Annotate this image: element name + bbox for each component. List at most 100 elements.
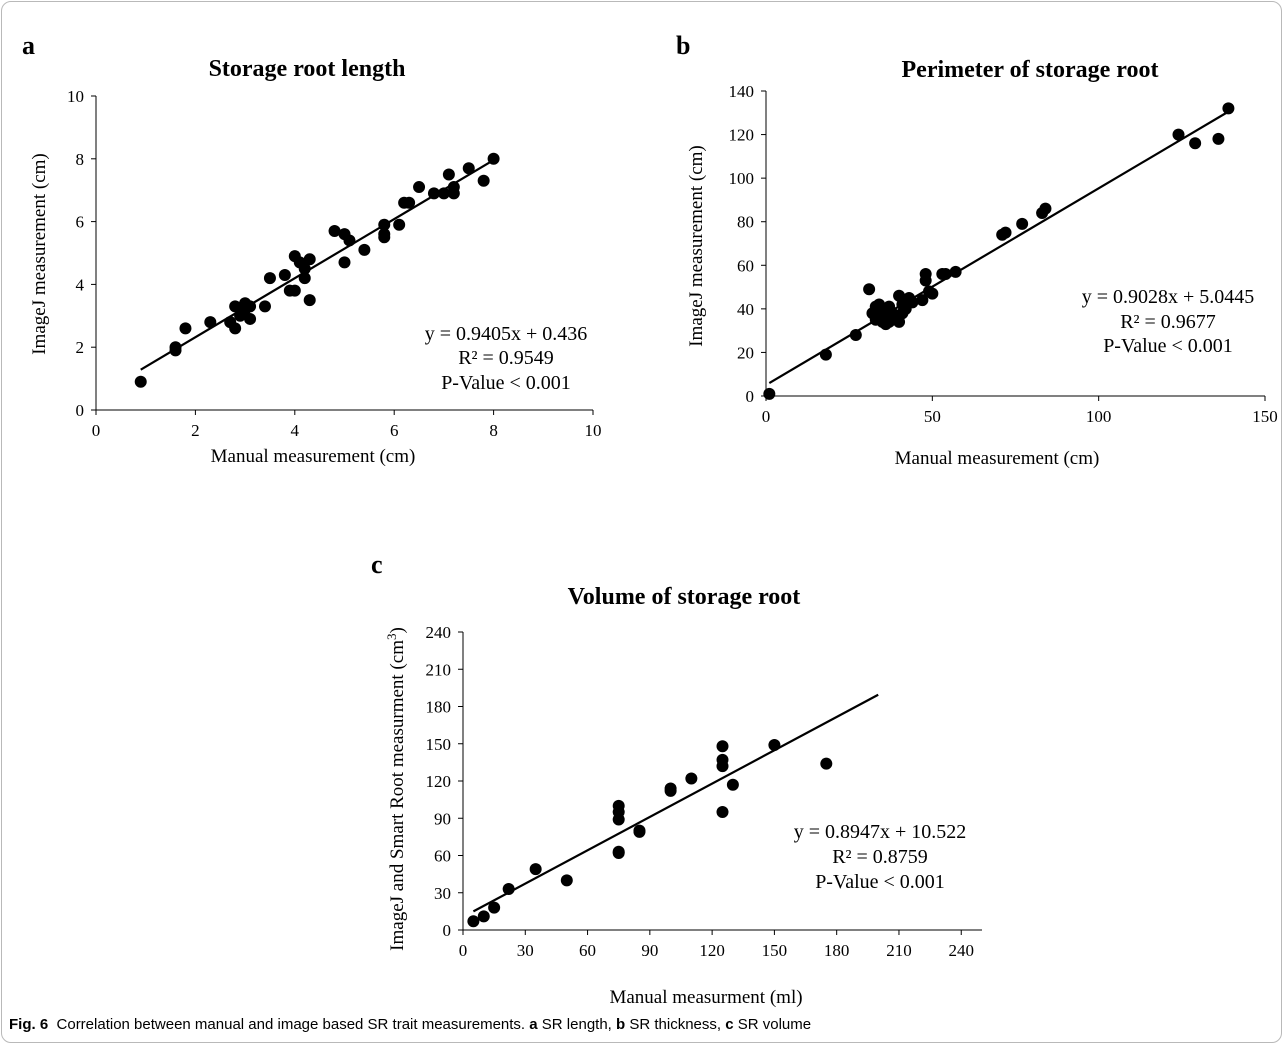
y-tick-labels: 0 20 40 60 80 100 120 140 xyxy=(729,82,755,406)
data-point xyxy=(685,772,698,785)
data-point xyxy=(716,806,729,819)
data-point xyxy=(179,322,192,335)
data-point xyxy=(939,268,952,280)
x-tick-label: 10 xyxy=(585,421,602,440)
caption-c-label: c xyxy=(725,1016,734,1033)
axes xyxy=(458,631,982,935)
trendline xyxy=(472,693,879,913)
p-value-label: P-Value < 0.001 xyxy=(815,871,945,893)
chart-perimeter-of-storage-root: b Perimeter of storage root Manual measu… xyxy=(676,31,1278,469)
data-point xyxy=(820,757,833,770)
data-point xyxy=(726,778,739,791)
caption-fig-label: Fig. 6 xyxy=(9,1016,49,1033)
data-points xyxy=(467,738,833,928)
data-point xyxy=(999,226,1012,239)
caption-a-text: SR length, xyxy=(541,1016,612,1033)
data-point xyxy=(716,740,729,753)
data-point xyxy=(926,287,939,300)
equation-label: y = 0.8947x + 10.522 xyxy=(794,821,967,843)
axes xyxy=(91,95,594,415)
chart-storage-root-length: a Storage root length Manual measurement… xyxy=(22,31,602,467)
x-tick-label: 100 xyxy=(1086,407,1112,426)
y-tick-label: 80 xyxy=(737,213,754,232)
data-point xyxy=(278,268,291,281)
y-tick-labels: 0 2 4 6 8 10 xyxy=(67,87,85,420)
data-point xyxy=(488,901,501,914)
y-axis-label: ImageJ and Smart Root measurment (cm3) xyxy=(384,627,408,951)
data-point xyxy=(447,181,460,194)
y-tick-label: 10 xyxy=(67,87,84,106)
data-point xyxy=(612,847,625,860)
y-tick-label: 120 xyxy=(729,126,755,145)
data-point xyxy=(1172,128,1185,141)
y-tick-label: 120 xyxy=(426,772,452,791)
x-tick-label: 240 xyxy=(948,941,974,960)
data-point xyxy=(1016,217,1029,230)
x-tick-label: 120 xyxy=(699,941,725,960)
r-squared-label: R² = 0.9549 xyxy=(458,347,554,369)
x-tick-labels: 0 50 100 150 xyxy=(762,407,1278,426)
x-tick-label: 50 xyxy=(924,407,941,426)
x-tick-labels: 0 30 60 90 120 150 180 210 240 xyxy=(459,941,974,960)
data-point xyxy=(612,813,625,826)
data-point xyxy=(768,738,781,751)
x-tick-label: 0 xyxy=(92,421,101,440)
data-point xyxy=(462,162,475,175)
y-tick-label: 180 xyxy=(426,698,452,717)
chart-title: Volume of storage root xyxy=(568,584,801,610)
x-tick-label: 6 xyxy=(390,421,399,440)
y-tick-labels: 0 30 60 90 120 150 180 210 240 xyxy=(426,623,452,940)
data-point xyxy=(378,218,391,231)
data-point xyxy=(303,253,316,266)
r-squared-label: R² = 0.9677 xyxy=(1120,311,1216,333)
y-tick-label: 20 xyxy=(737,343,754,362)
x-tick-label: 0 xyxy=(459,941,468,960)
data-point xyxy=(263,272,276,285)
x-tick-label: 210 xyxy=(886,941,912,960)
y-tick-label: 150 xyxy=(426,735,452,754)
p-value-label: P-Value < 0.001 xyxy=(1103,335,1233,357)
data-points xyxy=(763,102,1235,400)
data-point xyxy=(819,348,832,361)
y-axis-label: ImageJ measurement (cm) xyxy=(686,145,707,347)
x-tick-label: 60 xyxy=(579,941,596,960)
caption-b-text: SR thickness, xyxy=(629,1016,722,1033)
y-tick-label: 8 xyxy=(76,150,85,169)
equation-label: y = 0.9405x + 0.436 xyxy=(425,323,588,345)
data-point xyxy=(298,272,311,285)
y-axis-label: ImageJ measurement (cm) xyxy=(29,153,50,355)
y-tick-label: 240 xyxy=(426,623,452,642)
data-point xyxy=(298,262,311,275)
data-point xyxy=(258,300,271,313)
data-point xyxy=(664,784,677,797)
data-point xyxy=(338,256,351,269)
y-tick-label: 30 xyxy=(434,884,451,903)
caption-b-label: b xyxy=(616,1016,626,1033)
x-axis-label: Manual measurement (cm) xyxy=(895,448,1100,469)
data-point xyxy=(229,322,242,335)
y-tick-label: 40 xyxy=(737,300,754,319)
x-tick-label: 4 xyxy=(291,421,300,440)
data-point xyxy=(477,910,490,923)
y-tick-label: 100 xyxy=(729,169,755,188)
data-point xyxy=(1212,132,1225,145)
data-point xyxy=(1189,137,1202,150)
data-point xyxy=(427,187,440,200)
p-value-label: P-Value < 0.001 xyxy=(441,372,571,394)
y-tick-label: 60 xyxy=(737,256,754,275)
panel-label-b: b xyxy=(676,31,690,60)
data-point xyxy=(560,874,573,887)
data-point xyxy=(358,243,371,256)
data-point xyxy=(1039,202,1052,215)
data-point xyxy=(477,174,490,187)
x-tick-label: 30 xyxy=(517,941,534,960)
data-point xyxy=(906,296,919,309)
equation-label: y = 0.9028x + 5.0445 xyxy=(1082,286,1255,308)
caption-a-label: a xyxy=(529,1016,538,1033)
panel-label-a: a xyxy=(22,31,35,60)
x-tick-label: 150 xyxy=(1252,407,1278,426)
data-point xyxy=(633,824,646,837)
data-point xyxy=(134,375,147,388)
